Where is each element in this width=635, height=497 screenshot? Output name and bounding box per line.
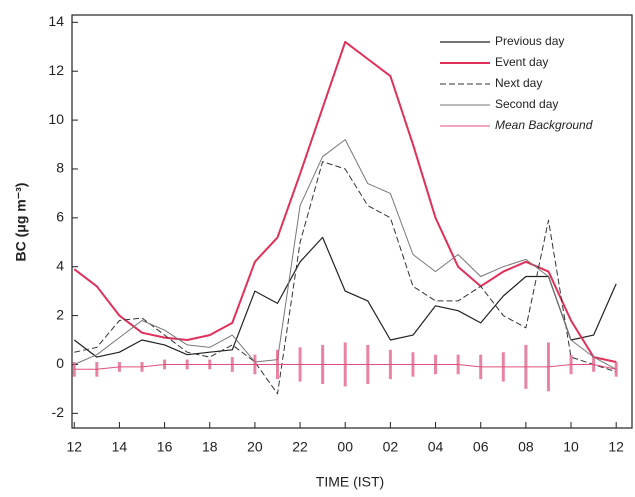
x-tick-label: 06 — [473, 439, 489, 455]
y-tick-label: -2 — [52, 404, 65, 420]
x-axis-title: TIME (IST) — [316, 474, 384, 490]
series-line — [74, 364, 617, 370]
x-tick-label: 04 — [428, 439, 444, 455]
series-line — [73, 40, 617, 363]
y-tick-label: 14 — [48, 13, 64, 29]
x-tick-label: 14 — [112, 439, 128, 455]
x-tick-label: 02 — [383, 439, 399, 455]
y-tick-label: 6 — [56, 209, 64, 225]
y-axis-title: BC (μg m⁻³) — [13, 183, 29, 262]
x-tick-label: 12 — [608, 439, 624, 455]
y-tick-label: 4 — [56, 257, 64, 273]
series-line — [74, 139, 617, 370]
y-tick-label: 12 — [48, 62, 64, 78]
series-line — [74, 161, 617, 395]
series-line — [73, 236, 617, 358]
plot-frame — [71, 14, 633, 429]
legend-label: Next day — [495, 76, 542, 90]
x-tick-label: 10 — [563, 439, 579, 455]
x-tick-label: 20 — [247, 439, 263, 455]
legend-label: Event day — [495, 55, 548, 69]
x-tick-label: 22 — [292, 439, 308, 455]
legend-label: Previous day — [495, 34, 564, 48]
y-tick-label: 2 — [56, 306, 64, 322]
legend-label: Mean Background — [495, 118, 593, 132]
x-tick-label: 00 — [337, 439, 353, 455]
y-tick-label: 0 — [56, 355, 64, 371]
legend-label: Second day — [495, 97, 558, 111]
y-tick-label: 10 — [48, 111, 64, 127]
x-tick-label: 12 — [66, 439, 82, 455]
y-tick-label: 8 — [56, 160, 64, 176]
x-tick-label: 18 — [202, 439, 218, 455]
x-tick-label: 08 — [518, 439, 534, 455]
x-tick-label: 16 — [157, 439, 173, 455]
